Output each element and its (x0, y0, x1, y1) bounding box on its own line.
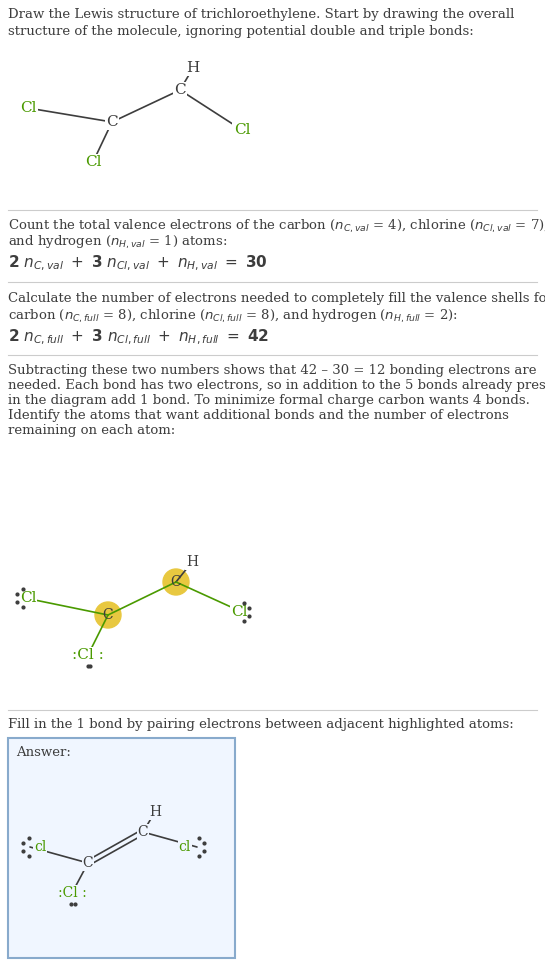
Text: Cl: Cl (85, 155, 101, 169)
Text: Cl: Cl (20, 101, 37, 115)
Text: Fill in the 1 bond by pairing electrons between adjacent highlighted atoms:: Fill in the 1 bond by pairing electrons … (8, 718, 514, 731)
Text: cl: cl (34, 840, 46, 854)
Circle shape (95, 602, 121, 628)
Text: Cl: Cl (20, 591, 37, 605)
Text: and hydrogen ($n_{H,val}$ = 1) atoms:: and hydrogen ($n_{H,val}$ = 1) atoms: (8, 234, 227, 251)
Text: :Cl :: :Cl : (72, 648, 104, 662)
Text: Subtracting these two numbers shows that 42 – 30 = 12 bonding electrons are: Subtracting these two numbers shows that… (8, 364, 536, 377)
Text: C: C (138, 825, 148, 839)
Text: H: H (186, 555, 198, 569)
Text: C: C (102, 608, 113, 622)
Text: in the diagram add 1 bond. To minimize formal charge carbon wants 4 bonds.: in the diagram add 1 bond. To minimize f… (8, 394, 530, 407)
Text: carbon ($n_{C,full}$ = 8), chlorine ($n_{Cl,full}$ = 8), and hydrogen ($n_{H,ful: carbon ($n_{C,full}$ = 8), chlorine ($n_… (8, 308, 458, 326)
Text: needed. Each bond has two electrons, so in addition to the 5 bonds already prese: needed. Each bond has two electrons, so … (8, 379, 545, 392)
Text: Answer:: Answer: (16, 746, 71, 759)
Text: Count the total valence electrons of the carbon ($n_{C,val}$ = 4), chlorine ($n_: Count the total valence electrons of the… (8, 218, 545, 235)
Text: $\mathbf{2}\ n_{C,val}\ +\ \mathbf{3}\ n_{Cl,val}\ +\ n_{H,val}\ =\ \mathbf{30}$: $\mathbf{2}\ n_{C,val}\ +\ \mathbf{3}\ n… (8, 254, 268, 273)
Text: C: C (83, 856, 93, 870)
Text: cl: cl (179, 840, 191, 854)
Text: Draw the Lewis structure of trichloroethylene. Start by drawing the overall
stru: Draw the Lewis structure of trichloroeth… (8, 8, 514, 38)
Text: Calculate the number of electrons needed to completely fill the valence shells f: Calculate the number of electrons needed… (8, 292, 545, 305)
Circle shape (163, 569, 189, 595)
Text: C: C (106, 115, 118, 129)
Text: Cl: Cl (234, 123, 250, 137)
Text: :Cl :: :Cl : (58, 886, 86, 900)
Text: Cl: Cl (231, 605, 247, 619)
Text: $\mathbf{2}\ n_{C,full}\ +\ \mathbf{3}\ n_{Cl,full}\ +\ n_{H,full}\ =\ \mathbf{4: $\mathbf{2}\ n_{C,full}\ +\ \mathbf{3}\ … (8, 328, 269, 347)
Text: H: H (149, 805, 161, 819)
Text: H: H (186, 61, 199, 75)
Text: C: C (174, 83, 186, 97)
FancyBboxPatch shape (8, 738, 235, 958)
Text: Identify the atoms that want additional bonds and the number of electrons: Identify the atoms that want additional … (8, 409, 509, 422)
Text: C: C (171, 575, 181, 589)
Text: remaining on each atom:: remaining on each atom: (8, 424, 175, 437)
